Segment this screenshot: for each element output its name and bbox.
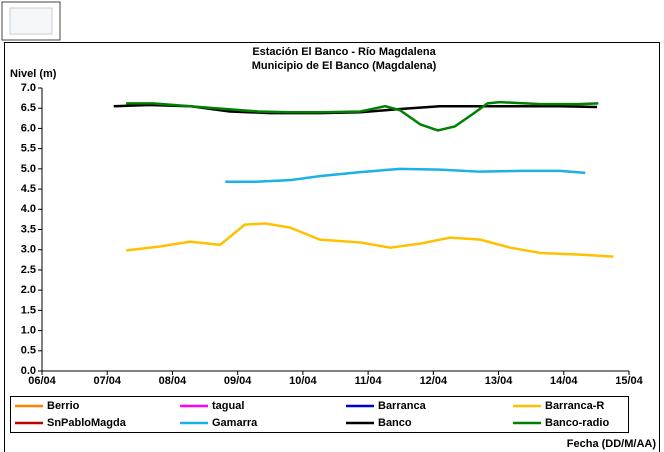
x-tick-label: 11/04	[355, 375, 383, 387]
y-tick-label: 3.0	[21, 244, 36, 256]
x-tick-label: 09/04	[224, 375, 252, 387]
x-tick-label: 14/04	[550, 375, 578, 387]
legend-label: tagual	[212, 400, 244, 412]
y-tick-label: 5.5	[21, 143, 36, 155]
thumbnail-plot	[9, 7, 53, 35]
x-tick-label: 08/04	[159, 375, 187, 387]
y-tick-label: 4.0	[21, 203, 36, 215]
y-tick-label: 1.5	[21, 304, 36, 316]
chart-title: Estación El Banco - Río Magdalena	[252, 46, 436, 58]
legend-label: Barranca-R	[545, 400, 604, 412]
legend-label: SnPabloMagda	[47, 417, 127, 429]
y-tick-label: 0.0	[21, 365, 36, 377]
legend-label: Banco	[378, 417, 412, 429]
y-tick-label: 4.5	[21, 183, 36, 195]
series-line	[125, 222, 614, 258]
chart-frame	[4, 42, 660, 452]
x-tick-label: 10/04	[289, 375, 317, 387]
y-tick-label: 6.5	[21, 102, 36, 114]
y-axis-label: Nivel (m)	[10, 68, 57, 80]
x-tick-label: 13/04	[485, 375, 513, 387]
y-tick-label: 5.0	[21, 163, 36, 175]
x-axis-label: Fecha (DD/M/AA)	[567, 438, 657, 450]
y-tick-label: 2.0	[21, 284, 36, 296]
legend-label: Gamarra	[212, 417, 258, 429]
x-tick-label: 06/04	[28, 375, 56, 387]
y-tick-label: 7.0	[21, 82, 36, 94]
y-tick-label: 6.0	[21, 122, 36, 134]
legend-label: Berrio	[47, 400, 80, 412]
x-tick-label: 12/04	[420, 375, 448, 387]
legend-box	[10, 396, 629, 433]
y-tick-label: 0.5	[21, 345, 36, 357]
legend-label: Banco-radio	[545, 417, 609, 429]
series-line	[225, 167, 586, 184]
series-line	[126, 100, 599, 132]
chart-subtitle: Municipio de El Banco (Magdalena)	[252, 60, 437, 72]
x-tick-label: 15/04	[615, 375, 643, 387]
y-tick-label: 3.5	[21, 223, 36, 235]
y-tick-label: 1.0	[21, 324, 36, 336]
x-tick-label: 07/04	[93, 375, 121, 387]
y-tick-label: 2.5	[21, 264, 36, 276]
legend-label: Barranca	[378, 400, 427, 412]
